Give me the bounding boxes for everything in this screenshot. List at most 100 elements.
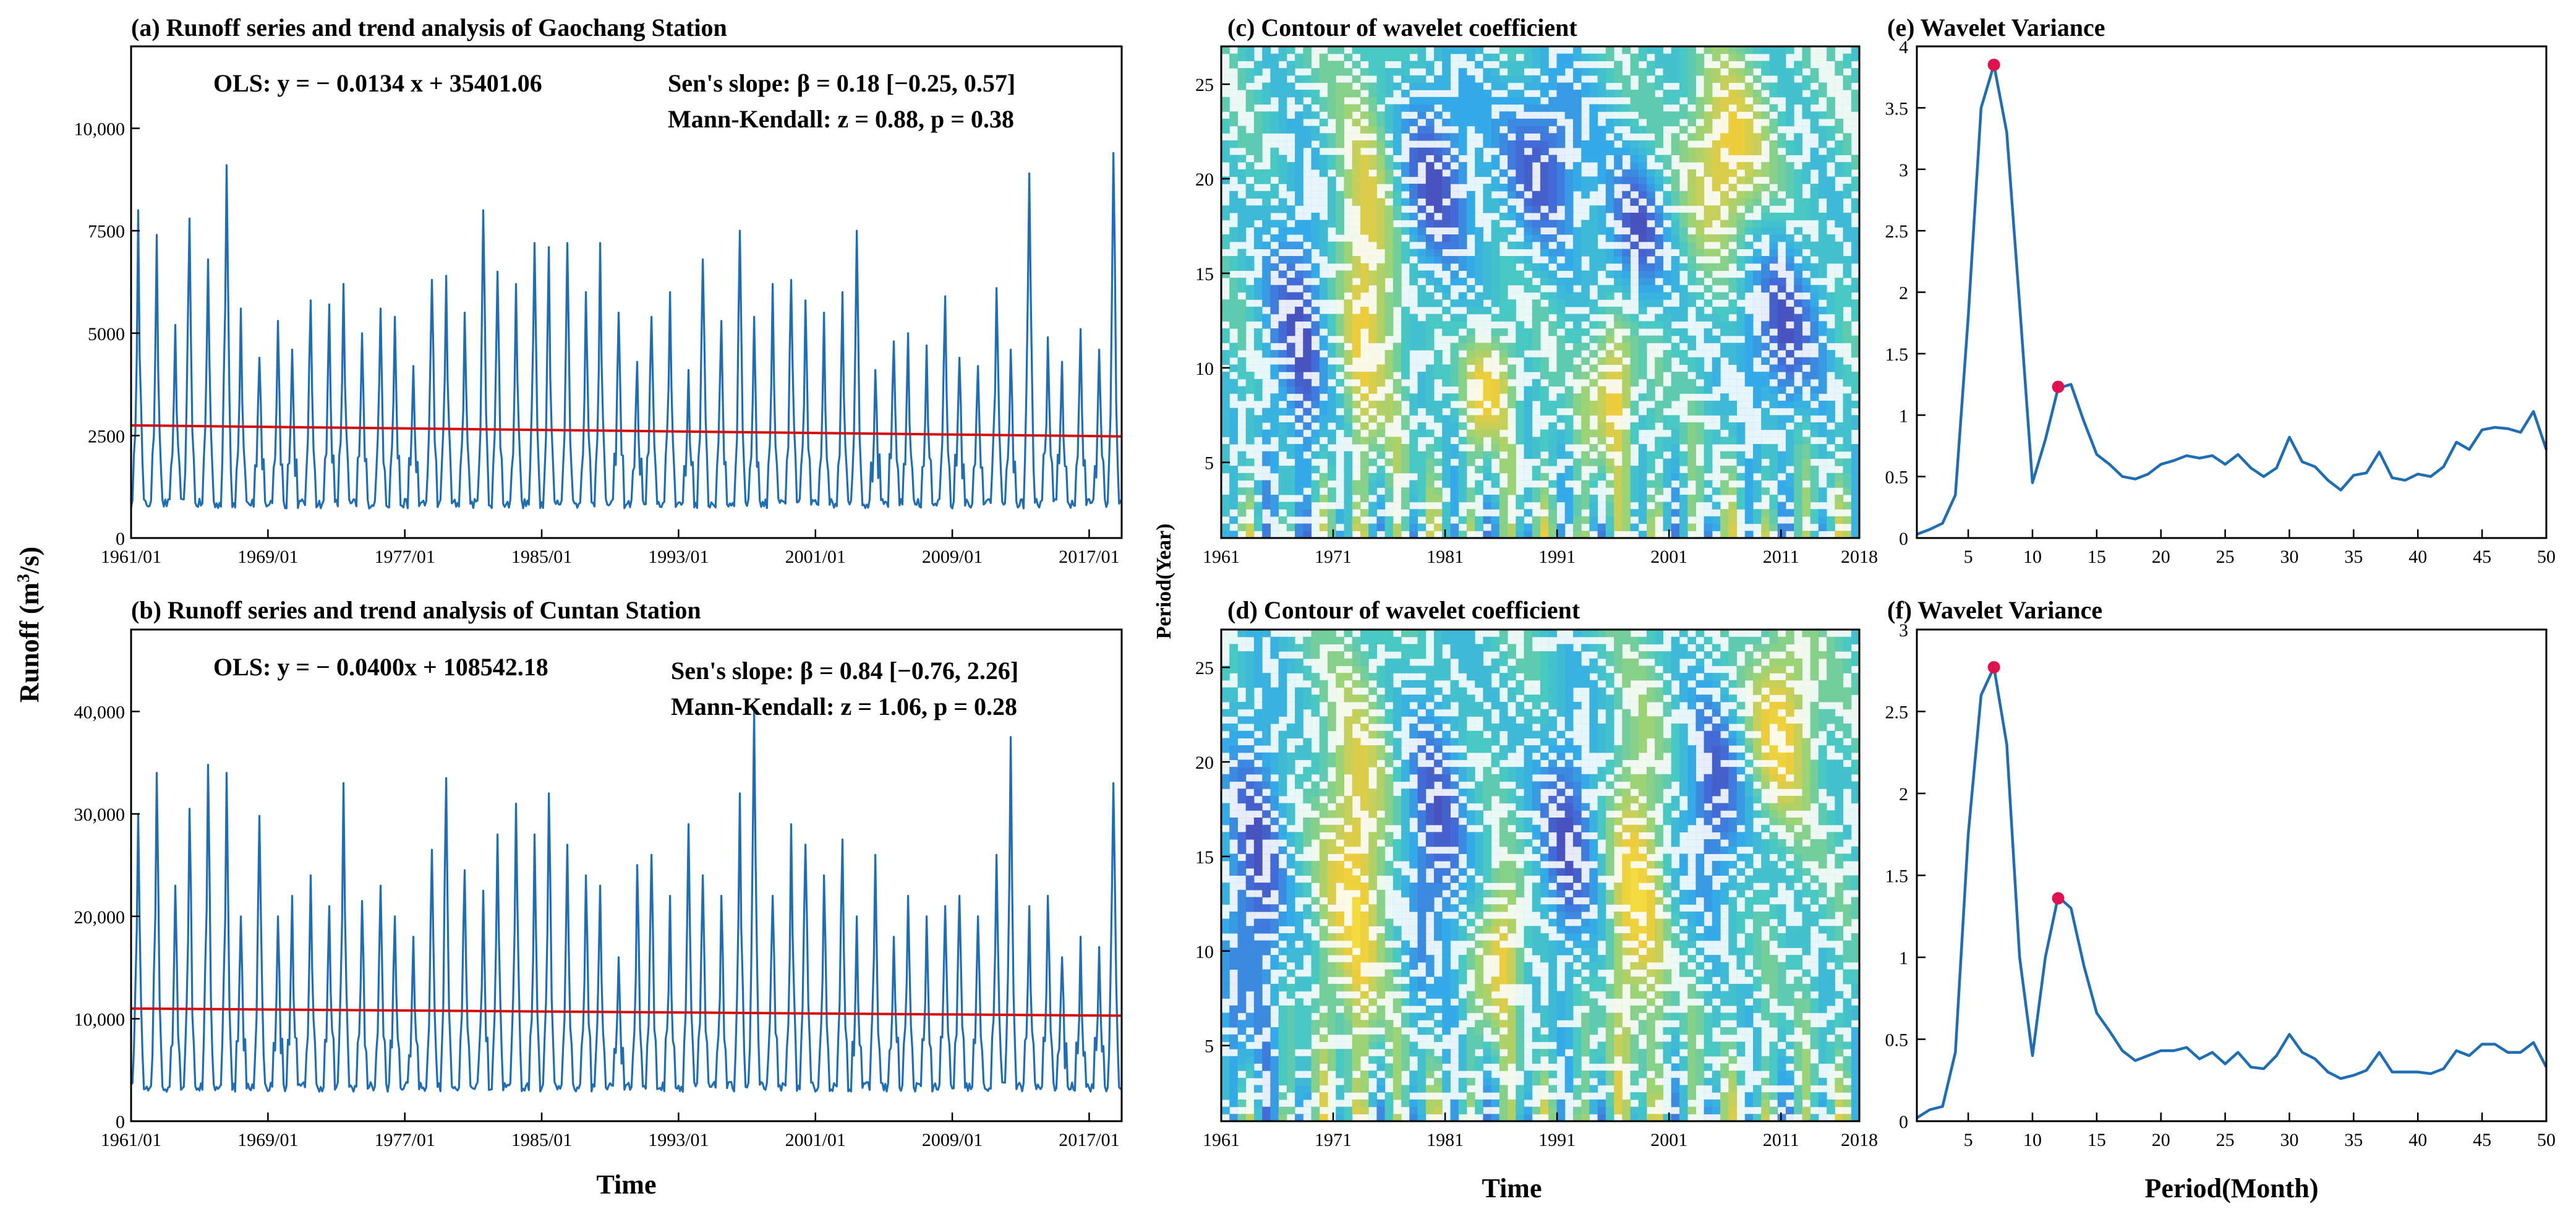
wavelet-cell bbox=[1253, 306, 1263, 315]
wavelet-cell bbox=[1589, 335, 1598, 343]
wavelet-cell bbox=[1589, 422, 1598, 430]
wavelet-cell bbox=[1687, 444, 1696, 452]
wavelet-cell bbox=[1728, 184, 1738, 192]
wavelet-cell bbox=[1286, 270, 1295, 278]
wavelet-cell bbox=[1630, 393, 1639, 401]
wavelet-cell bbox=[1794, 306, 1802, 315]
wavelet-cell bbox=[1581, 140, 1590, 148]
wavelet-cell bbox=[1728, 357, 1738, 365]
wavelet-cell bbox=[1270, 451, 1279, 459]
wavelet-cell bbox=[1328, 53, 1336, 61]
wavelet-cell bbox=[1311, 444, 1320, 452]
wavelet-cell bbox=[1229, 234, 1238, 242]
wavelet-cell bbox=[1376, 472, 1386, 481]
wavelet-cell bbox=[1630, 372, 1639, 380]
wavelet-cell bbox=[1581, 393, 1590, 401]
wavelet-cell bbox=[1802, 372, 1811, 380]
wavelet-cell bbox=[1237, 256, 1247, 264]
wavelet-cell bbox=[1638, 422, 1647, 430]
wavelet-cell bbox=[1237, 292, 1247, 300]
wavelet-cell bbox=[1777, 176, 1786, 184]
wavelet-cell bbox=[1384, 314, 1394, 322]
wavelet-cell bbox=[1458, 249, 1467, 257]
wavelet-cell bbox=[1262, 241, 1271, 249]
wavelet-cell bbox=[1679, 256, 1688, 264]
wavelet-cell bbox=[1417, 321, 1427, 329]
wavelet-cell bbox=[1368, 278, 1377, 286]
wavelet-cell bbox=[1589, 176, 1598, 184]
wavelet-cell bbox=[1712, 284, 1721, 293]
wavelet-cell bbox=[1376, 386, 1386, 394]
wavelet-cell bbox=[1679, 61, 1688, 69]
wavelet-cell bbox=[1704, 437, 1713, 445]
wavelet-cell bbox=[1777, 220, 1786, 228]
wavelet-cell bbox=[1237, 408, 1247, 416]
wavelet-cell bbox=[1540, 415, 1549, 423]
wavelet-cell bbox=[1753, 350, 1762, 358]
wavelet-cell bbox=[1744, 234, 1754, 242]
wavelet-cell bbox=[1434, 184, 1443, 192]
wavelet-cell bbox=[1336, 133, 1344, 141]
wavelet-cell bbox=[1712, 451, 1721, 459]
wavelet-cell bbox=[1409, 241, 1418, 249]
wavelet-cell bbox=[1270, 343, 1279, 351]
wavelet-cell bbox=[1556, 350, 1566, 358]
wavelet-cell bbox=[1253, 372, 1263, 380]
wavelet-cell bbox=[1695, 104, 1705, 112]
wavelet-cell bbox=[1336, 162, 1344, 170]
wavelet-cell bbox=[1655, 516, 1663, 524]
wavelet-cell bbox=[1237, 364, 1247, 372]
wavelet-cell bbox=[1253, 472, 1263, 481]
wavelet-cell bbox=[1802, 147, 1811, 155]
wavelet-cell bbox=[1622, 205, 1631, 213]
wavelet-cell bbox=[1352, 169, 1361, 177]
wavelet-cell bbox=[1466, 306, 1475, 315]
wavelet-cell bbox=[1687, 155, 1696, 163]
wavelet-cell bbox=[1564, 480, 1574, 488]
wavelet-cell bbox=[1712, 133, 1721, 141]
wavelet-cell bbox=[1442, 111, 1451, 119]
wavelet-cell bbox=[1794, 104, 1802, 112]
wavelet-cell bbox=[1311, 350, 1320, 358]
wavelet-cell bbox=[1245, 46, 1255, 54]
wavelet-cell bbox=[1475, 212, 1483, 221]
wavelet-cell bbox=[1229, 299, 1238, 307]
wavelet-cell bbox=[1614, 502, 1623, 510]
wavelet-cell bbox=[1679, 458, 1688, 466]
wavelet-cell bbox=[1663, 96, 1672, 105]
wavelet-cell bbox=[1475, 292, 1483, 300]
wavelet-cell bbox=[1425, 61, 1435, 69]
wavelet-cell bbox=[1638, 256, 1647, 264]
wavelet-cell bbox=[1802, 494, 1811, 503]
wavelet-cell bbox=[1516, 415, 1525, 423]
wavelet-cell bbox=[1475, 241, 1483, 249]
wavelet-cell bbox=[1572, 46, 1582, 54]
wavelet-cell bbox=[1450, 480, 1459, 488]
wavelet-cell bbox=[1286, 104, 1295, 112]
wavelet-cell bbox=[1622, 292, 1631, 300]
wavelet-cell bbox=[1295, 480, 1303, 488]
wavelet-cell bbox=[1295, 531, 1303, 538]
wavelet-cell bbox=[1704, 378, 1713, 387]
wavelet-cell bbox=[1392, 111, 1402, 119]
wavelet-cell bbox=[1508, 176, 1516, 184]
wavelet-cell bbox=[1630, 415, 1639, 423]
wavelet-cell bbox=[1663, 502, 1672, 510]
wavelet-cell bbox=[1564, 147, 1574, 155]
wavelet-cell bbox=[1679, 364, 1688, 372]
wavelet-cell bbox=[1548, 190, 1557, 199]
wavelet-cell bbox=[1532, 523, 1541, 531]
wavelet-cell bbox=[1328, 162, 1336, 170]
wavelet-cell bbox=[1671, 190, 1680, 199]
wavelet-cell bbox=[1556, 90, 1566, 98]
wavelet-cell bbox=[1769, 176, 1778, 184]
wavelet-cell bbox=[1810, 350, 1819, 358]
wavelet-cell bbox=[1679, 126, 1688, 134]
wavelet-cell bbox=[1450, 46, 1459, 54]
wavelet-cell bbox=[1319, 256, 1328, 264]
wavelet-cell bbox=[1229, 140, 1238, 148]
wavelet-cell bbox=[1540, 96, 1549, 105]
wavelet-cell bbox=[1720, 408, 1729, 416]
wavelet-cell bbox=[1622, 494, 1631, 503]
wavelet-cell bbox=[1736, 53, 1746, 61]
